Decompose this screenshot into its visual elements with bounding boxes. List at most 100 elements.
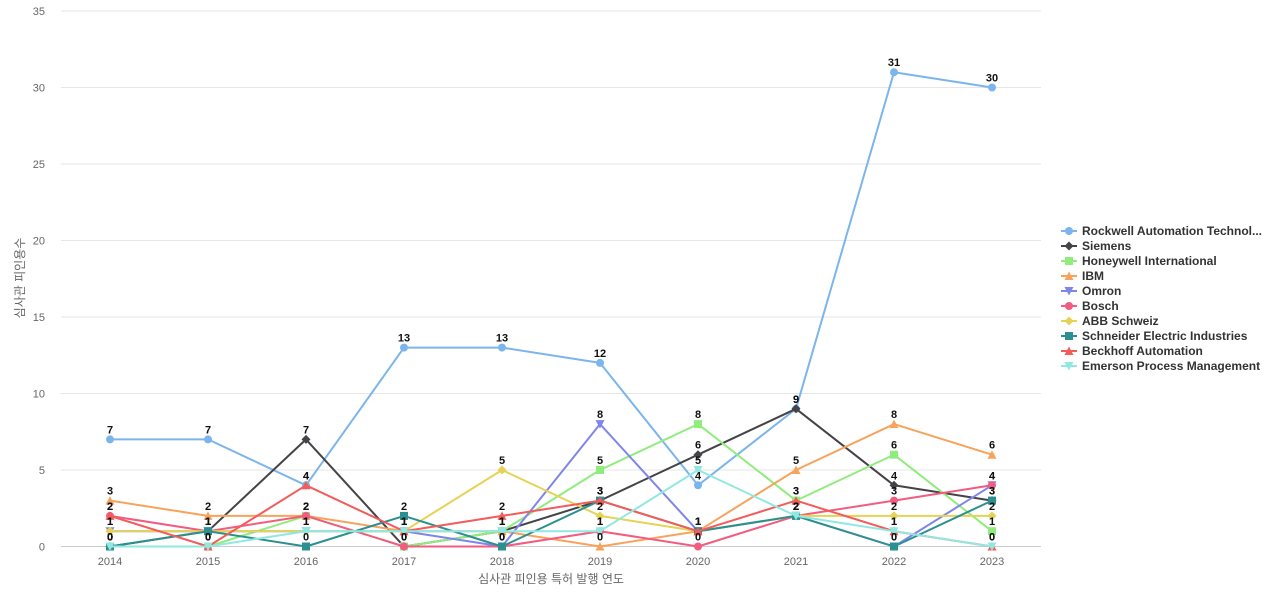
data-point[interactable] (497, 511, 507, 520)
data-point[interactable] (988, 496, 996, 505)
legend-item[interactable]: Schneider Electric Industries (1061, 329, 1248, 343)
data-point[interactable] (105, 496, 115, 505)
data-point[interactable] (106, 435, 114, 444)
legend-item[interactable]: Bosch (1061, 299, 1119, 313)
data-point[interactable] (203, 542, 213, 552)
data-point[interactable] (791, 496, 801, 505)
data-label: 31 (888, 57, 900, 69)
data-label: 6 (891, 440, 897, 452)
data-point[interactable] (498, 542, 506, 551)
legend-marker[interactable] (1064, 271, 1074, 281)
data-point[interactable] (204, 527, 212, 536)
legend-item[interactable]: IBM (1061, 269, 1104, 283)
data-label: 7 (107, 424, 113, 436)
data-point[interactable] (595, 542, 605, 551)
data-point[interactable] (105, 511, 115, 520)
data-point[interactable] (400, 343, 408, 352)
legend-item[interactable]: Emerson Process Management (1061, 359, 1260, 373)
series-line[interactable] (109, 469, 993, 548)
data-point[interactable] (301, 480, 311, 490)
data-point[interactable] (791, 404, 801, 414)
y-tick-label: 35 (33, 6, 45, 18)
data-point[interactable] (595, 496, 605, 505)
legend-label: Siemens (1082, 239, 1132, 253)
data-point[interactable] (693, 466, 703, 475)
legend-item[interactable]: Honeywell International (1061, 254, 1217, 268)
data-point[interactable] (302, 511, 310, 520)
data-point[interactable] (988, 83, 996, 92)
legend-item[interactable]: Beckhoff Automation (1061, 344, 1203, 358)
data-point[interactable] (889, 480, 899, 490)
legend-item[interactable]: Rockwell Automation Technol... (1061, 224, 1262, 238)
data-point[interactable] (988, 481, 996, 490)
data-point[interactable] (693, 526, 703, 536)
series-line[interactable] (109, 71, 993, 487)
legend-marker[interactable] (1065, 227, 1073, 235)
data-point[interactable] (301, 527, 311, 536)
series-line[interactable] (109, 484, 993, 548)
data-point[interactable] (498, 343, 506, 352)
data-point[interactable] (890, 542, 898, 551)
data-point[interactable] (105, 542, 115, 552)
data-label: 0 (499, 532, 505, 544)
y-axis-title: 심사관 피인용수 (13, 238, 27, 319)
data-label: 2 (793, 501, 799, 513)
data-label: 0 (205, 532, 211, 544)
data-label: 4 (303, 470, 310, 482)
data-label: 1 (303, 516, 309, 528)
data-point[interactable] (890, 68, 898, 77)
data-label: 1 (107, 516, 113, 528)
series-line[interactable] (109, 484, 993, 548)
data-point[interactable] (400, 542, 408, 551)
legend-marker[interactable] (1065, 257, 1073, 265)
data-point[interactable] (399, 527, 409, 536)
data-point[interactable] (889, 511, 899, 521)
legend-marker[interactable] (1064, 346, 1074, 356)
data-point[interactable] (596, 358, 604, 367)
data-label: 2 (793, 501, 799, 513)
data-point[interactable] (694, 542, 702, 551)
data-point[interactable] (693, 450, 703, 460)
legend-marker[interactable] (1064, 316, 1074, 326)
data-point[interactable] (105, 526, 115, 536)
legend-item[interactable]: Siemens (1061, 239, 1132, 253)
data-point[interactable] (595, 420, 605, 429)
data-point[interactable] (301, 434, 311, 444)
data-point[interactable] (302, 542, 310, 551)
legend-marker[interactable] (1064, 241, 1074, 251)
data-point[interactable] (596, 466, 604, 474)
data-point[interactable] (987, 450, 997, 459)
data-point[interactable] (497, 527, 507, 536)
data-point[interactable] (791, 511, 801, 521)
data-point[interactable] (595, 511, 605, 521)
legend-label: Rockwell Automation Technol... (1082, 224, 1262, 238)
data-point[interactable] (987, 511, 997, 521)
data-point[interactable] (988, 527, 996, 536)
data-label: 1 (891, 516, 897, 528)
legend-item[interactable]: ABB Schweiz (1061, 314, 1159, 328)
data-point[interactable] (890, 496, 898, 505)
data-point[interactable] (890, 450, 898, 459)
series-line[interactable] (109, 423, 993, 548)
data-point[interactable] (203, 511, 213, 520)
legend-label: Honeywell International (1082, 254, 1217, 268)
legend-item[interactable]: Omron (1061, 284, 1121, 298)
data-point[interactable] (497, 465, 507, 475)
data-point[interactable] (204, 435, 212, 444)
legend-marker[interactable] (1065, 332, 1073, 340)
data-label: 3 (107, 486, 113, 498)
data-point[interactable] (694, 481, 702, 490)
data-point[interactable] (889, 527, 899, 536)
legend-marker[interactable] (1064, 287, 1074, 296)
legend-marker[interactable] (1065, 302, 1073, 310)
data-point[interactable] (595, 527, 605, 536)
data-point[interactable] (889, 419, 899, 429)
data-label: 2 (793, 501, 799, 513)
data-label: 2 (401, 501, 407, 513)
data-point[interactable] (987, 542, 997, 552)
legend-marker[interactable] (1064, 362, 1074, 371)
data-point[interactable] (400, 511, 408, 520)
data-point[interactable] (791, 465, 801, 475)
data-point[interactable] (694, 420, 702, 429)
